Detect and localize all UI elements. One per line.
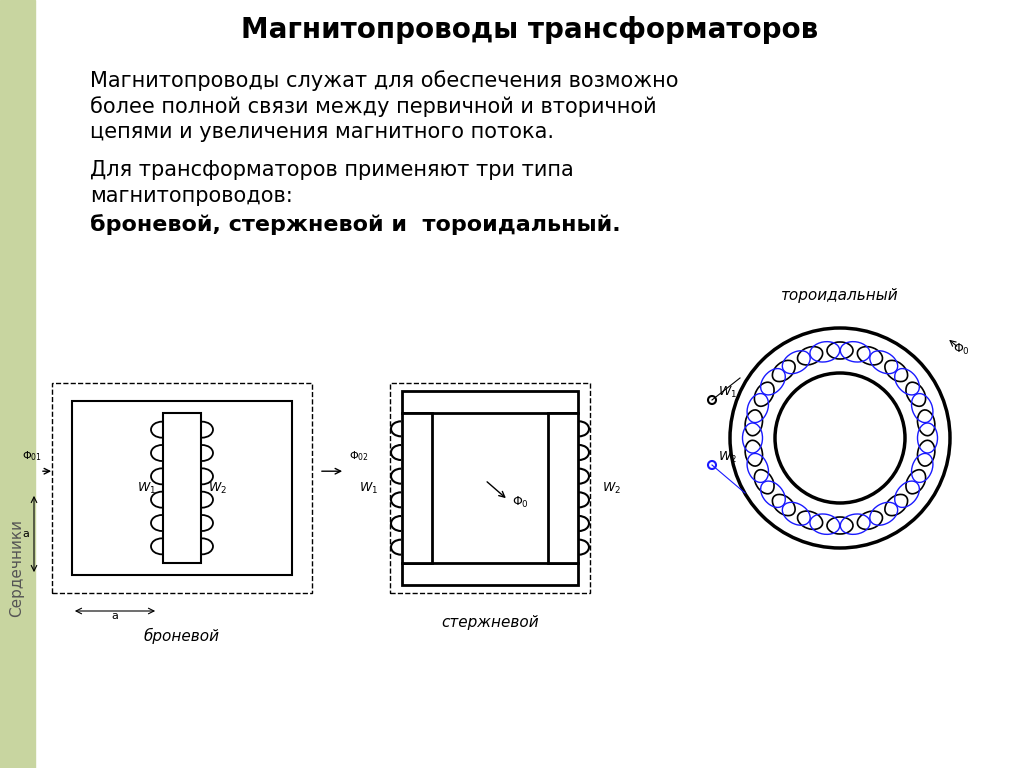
Bar xyxy=(402,391,578,413)
Text: $W_1$: $W_1$ xyxy=(137,481,157,495)
Text: $\Phi_{01}$: $\Phi_{01}$ xyxy=(22,449,42,463)
Text: $W_1$: $W_1$ xyxy=(358,481,378,495)
Text: Магнитопроводы служат для обеспечения возможно: Магнитопроводы служат для обеспечения во… xyxy=(90,70,679,91)
Text: цепями и увеличения магнитного потока.: цепями и увеличения магнитного потока. xyxy=(90,122,554,142)
Text: более полной связи между первичной и вторичной: более полной связи между первичной и вто… xyxy=(90,96,656,117)
Text: стержневой: стержневой xyxy=(441,615,539,630)
Text: Магнитопроводы трансформаторов: Магнитопроводы трансформаторов xyxy=(242,16,818,44)
Text: $W_1$: $W_1$ xyxy=(718,385,737,400)
Text: a: a xyxy=(23,529,30,539)
Bar xyxy=(402,563,578,585)
Text: броневой: броневой xyxy=(144,628,220,644)
Bar xyxy=(0,0,35,768)
Text: магнитопроводов:: магнитопроводов: xyxy=(90,186,293,206)
Text: $\Phi_0$: $\Phi_0$ xyxy=(512,495,529,510)
Text: броневой, стержневой и  тороидальный.: броневой, стержневой и тороидальный. xyxy=(90,214,621,235)
Bar xyxy=(390,383,590,593)
Text: a: a xyxy=(112,611,119,621)
Text: Сердечники: Сердечники xyxy=(9,519,25,617)
Text: Для трансформаторов применяют три типа: Для трансформаторов применяют три типа xyxy=(90,160,573,180)
Bar xyxy=(52,383,312,593)
Text: $W_2$: $W_2$ xyxy=(718,450,737,465)
Text: тороидальный: тороидальный xyxy=(781,288,899,303)
Text: $\Phi_0$: $\Phi_0$ xyxy=(953,342,970,357)
Text: $W_2$: $W_2$ xyxy=(602,481,621,495)
Text: $\Phi_{02}$: $\Phi_{02}$ xyxy=(349,449,369,463)
Bar xyxy=(163,413,201,563)
Bar xyxy=(402,413,432,563)
Bar xyxy=(548,413,578,563)
Bar xyxy=(72,401,292,575)
Text: $W_2$: $W_2$ xyxy=(208,481,226,495)
